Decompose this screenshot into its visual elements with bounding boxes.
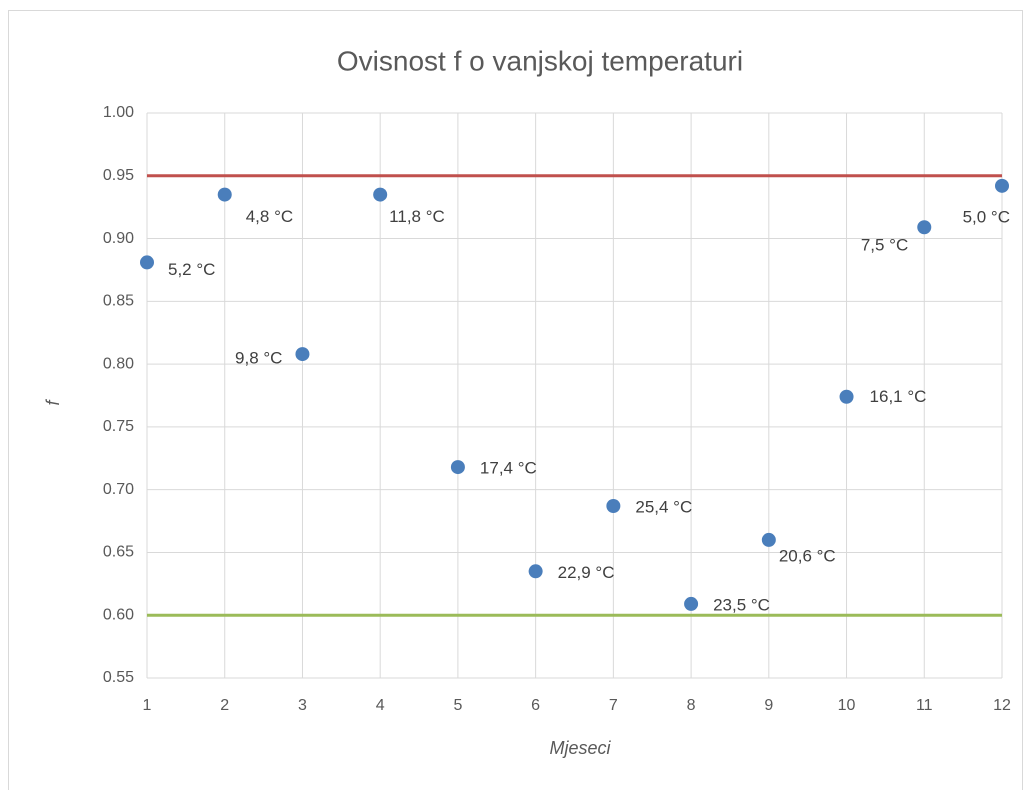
point	[684, 596, 699, 611]
x-tick-label: 11	[916, 697, 933, 714]
point	[217, 187, 232, 202]
y-tick-label: 0.90	[103, 230, 134, 247]
point	[917, 220, 932, 235]
y-tick-label: 1.00	[103, 104, 134, 121]
chart-border	[8, 10, 1023, 790]
x-tick-label: 7	[609, 697, 618, 714]
x-tick-label: 3	[298, 697, 307, 714]
x-axis-label: Mjeseci	[549, 738, 611, 758]
point-annotation: 17,4 °C	[480, 459, 537, 478]
y-tick-label: 0.85	[103, 293, 134, 310]
point-annotation: 4,8 °C	[246, 207, 293, 226]
y-tick-label: 0.75	[103, 418, 134, 435]
point	[140, 255, 154, 270]
point-annotation: 23,5 °C	[713, 595, 770, 614]
point	[606, 498, 621, 513]
point-annotation: 16,1 °C	[870, 387, 927, 406]
point-annotation: 20,6 °C	[779, 546, 836, 565]
y-tick-label: 0.60	[103, 606, 134, 623]
x-tick-label: 1	[143, 697, 152, 714]
point	[373, 187, 388, 202]
point-annotation: 7,5 °C	[861, 236, 908, 255]
point-annotation: 11,8 °C	[389, 207, 445, 226]
y-axis-label: f	[43, 399, 63, 406]
x-tick-label: 9	[764, 697, 773, 714]
point	[295, 347, 310, 362]
x-tick-label: 6	[531, 697, 540, 714]
y-tick-label: 0.70	[103, 481, 134, 498]
y-tick-label: 0.80	[103, 355, 134, 372]
x-tick-label: 2	[220, 697, 229, 714]
x-tick-label: 8	[687, 697, 696, 714]
x-tick-label: 12	[993, 697, 1011, 714]
x-tick-label: 5	[453, 697, 462, 714]
y-tick-label: 0.65	[103, 544, 134, 561]
point-annotation: 5,0 °C	[963, 207, 1010, 226]
point	[995, 178, 1009, 193]
point	[450, 460, 465, 475]
chart-title: Ovisnost f o vanjskoj temperaturi	[337, 45, 743, 76]
point-annotation: 25,4 °C	[635, 497, 692, 516]
x-tick-label: 4	[376, 697, 385, 714]
point	[528, 564, 543, 579]
point-annotation: 5,2 °C	[168, 260, 215, 279]
point	[761, 532, 776, 547]
point-annotation: 22,9 °C	[558, 563, 615, 582]
y-tick-label: 0.55	[103, 669, 134, 686]
x-tick-label: 10	[838, 697, 856, 714]
point	[839, 389, 854, 404]
y-tick-label: 0.95	[103, 167, 134, 184]
point-annotation: 9,8 °C	[235, 349, 282, 368]
